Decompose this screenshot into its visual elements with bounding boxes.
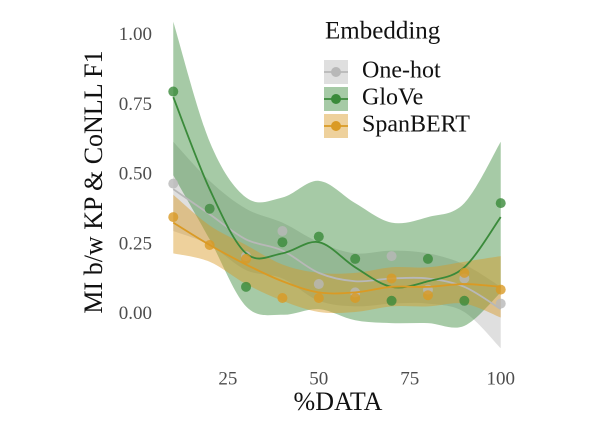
data-point [422, 290, 433, 301]
data-point [168, 86, 179, 97]
data-point [495, 298, 506, 309]
confidence-band [173, 141, 501, 349]
legend-label: SpanBERT [362, 112, 470, 138]
data-point [168, 178, 179, 189]
fit-line [172, 221, 501, 295]
data-point [459, 267, 470, 278]
y-tick-label: 0.00 [119, 303, 152, 324]
x-tick-label: 25 [218, 368, 237, 389]
data-point [277, 226, 288, 237]
data-point [313, 292, 324, 303]
data-point [241, 281, 252, 292]
fit-line [172, 96, 502, 289]
y-tick-label: 1.00 [119, 24, 152, 45]
legend-key-point [331, 94, 341, 104]
y-tick-label: 0.75 [119, 94, 152, 115]
data-point [277, 237, 288, 248]
x-tick-label: 75 [400, 368, 419, 389]
data-point [386, 251, 397, 262]
y-tick-label: 0.25 [119, 233, 152, 254]
data-point [495, 284, 506, 295]
x-tick-label: 50 [309, 368, 328, 389]
legend-title: Embedding [325, 18, 441, 45]
data-point [241, 253, 252, 264]
data-point [204, 239, 215, 250]
y-axis-label: MI b/w KP & CoNLL F1 [79, 50, 108, 313]
confidence-band [173, 21, 501, 328]
data-point [204, 203, 215, 214]
data-point [459, 295, 470, 306]
x-axis-label: %DATA [294, 387, 383, 416]
legend-label: One-hot [362, 58, 441, 84]
data-point [386, 273, 397, 284]
data-point [313, 279, 324, 290]
data-point [168, 212, 179, 223]
data-point [386, 295, 397, 306]
legend-label: GloVe [362, 85, 423, 111]
x-tick-label: 100 [486, 368, 515, 389]
data-point [277, 292, 288, 303]
data-point [313, 231, 324, 242]
data-point [422, 253, 433, 264]
legend-key-point [331, 121, 341, 131]
data-point [350, 253, 361, 264]
data-point [350, 292, 361, 303]
y-tick-label: 0.50 [119, 164, 152, 185]
data-point [495, 198, 506, 209]
legend-key-point [331, 67, 341, 77]
